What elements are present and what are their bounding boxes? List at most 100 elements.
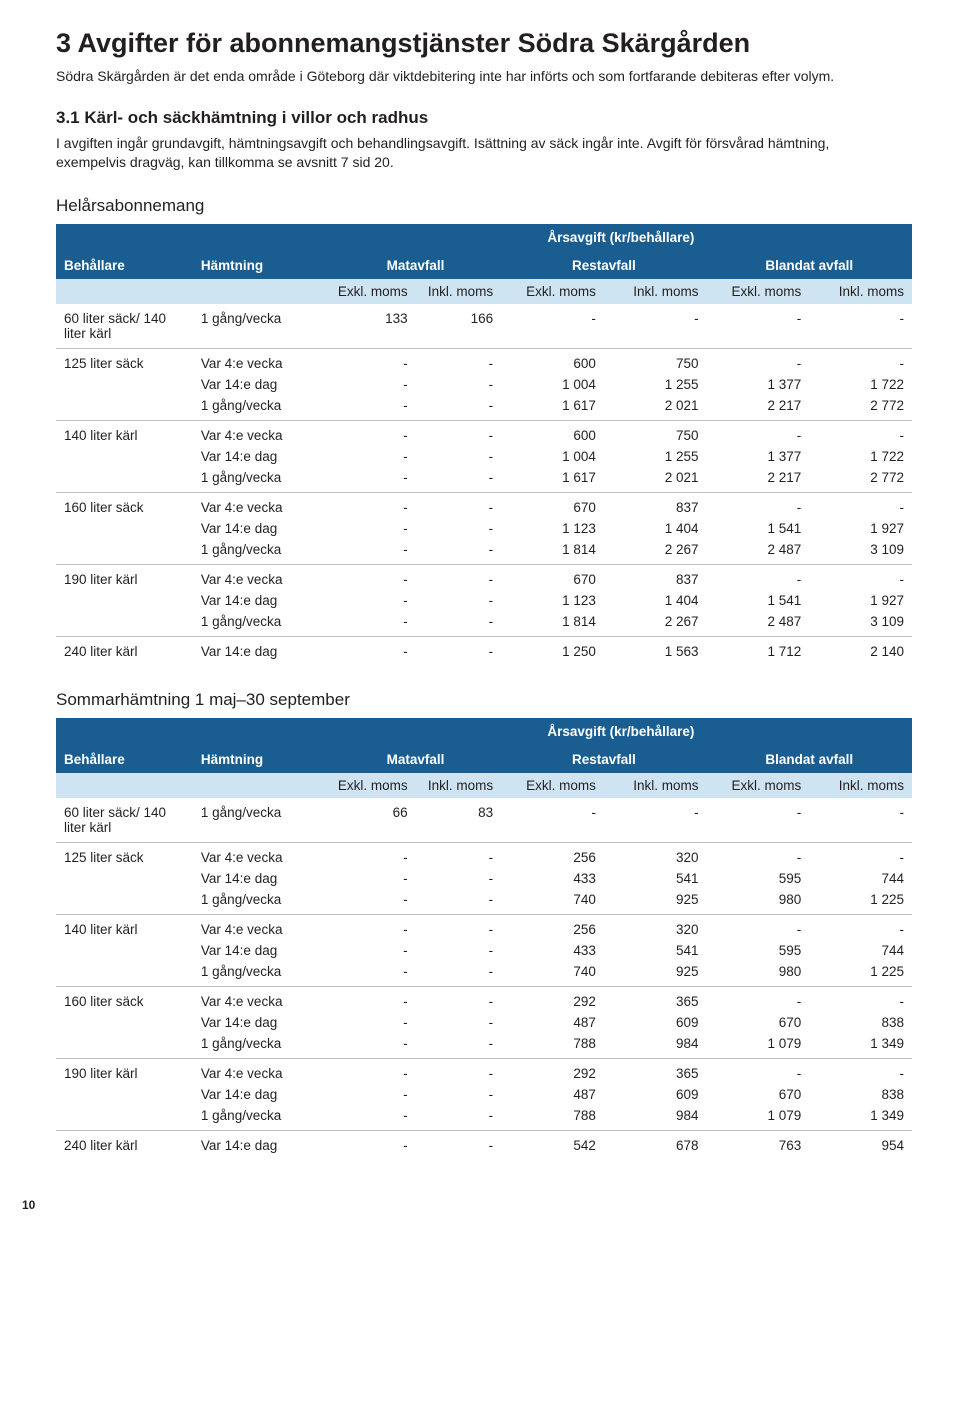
col-inkl: Inkl. moms [809,773,912,798]
cell-value: 320 [604,842,707,868]
cell-value: - [330,446,416,467]
cell-value: - [330,1012,416,1033]
table-row: 190 liter kärlVar 4:e vecka--292365-- [56,1058,912,1084]
cell-value: 1 225 [809,961,912,987]
cell-value: - [416,539,502,565]
cell-value: 1 225 [809,889,912,915]
cell-hamtning: Var 14:e dag [193,1084,330,1105]
col-matavfall: Matavfall [330,251,501,279]
cell-value: 750 [604,420,707,446]
cell-value: - [330,868,416,889]
cell-hamtning: Var 4:e vecka [193,1058,330,1084]
cell-value: 166 [416,304,502,349]
cell-hamtning: Var 4:e vecka [193,420,330,446]
cell-behallare: 240 liter kärl [56,636,193,666]
cell-value: 1 814 [501,539,604,565]
cell-value: 1 250 [501,636,604,666]
cell-value: - [330,539,416,565]
cell-value: 3 109 [809,539,912,565]
cell-value: 1 255 [604,446,707,467]
cell-value: - [416,348,502,374]
cell-value: - [707,304,810,349]
table-row: 160 liter säckVar 4:e vecka--670837-- [56,492,912,518]
cell-hamtning: 1 gång/vecka [193,1033,330,1059]
cell-value: 541 [604,940,707,961]
cell-value: - [416,961,502,987]
cell-value: 292 [501,986,604,1012]
cell-hamtning: Var 14:e dag [193,518,330,539]
cell-value: 1 349 [809,1105,912,1131]
cell-value: - [707,348,810,374]
cell-value: 487 [501,1084,604,1105]
cell-value: - [416,1130,502,1160]
col-behallare: Behållare [56,251,193,279]
cell-hamtning: Var 14:e dag [193,868,330,889]
cell-value: 256 [501,842,604,868]
col-hamtning: Hämtning [193,745,330,773]
cell-value: - [809,420,912,446]
cell-value: - [809,304,912,349]
cell-value: 66 [330,798,416,843]
cell-value: 3 109 [809,611,912,637]
col-matavfall: Matavfall [330,745,501,773]
cell-value: 1 255 [604,374,707,395]
section-heading: 3.1 Kärl- och säckhämtning i villor och … [56,108,912,128]
cell-value: 670 [501,564,604,590]
cell-hamtning: Var 4:e vecka [193,564,330,590]
cell-hamtning: Var 4:e vecka [193,842,330,868]
cell-value: 542 [501,1130,604,1160]
cell-hamtning: Var 4:e vecka [193,986,330,1012]
cell-value: 365 [604,986,707,1012]
cell-value: - [809,798,912,843]
cell-value: - [809,914,912,940]
cell-hamtning: Var 14:e dag [193,446,330,467]
col-exkl: Exkl. moms [501,773,604,798]
cell-value: - [416,842,502,868]
cell-value: 750 [604,348,707,374]
cell-value: 670 [501,492,604,518]
cell-value: - [416,889,502,915]
cell-value: 2 140 [809,636,912,666]
col-restavfall: Restavfall [501,745,706,773]
cell-value: 1 123 [501,518,604,539]
cell-value: 365 [604,1058,707,1084]
cell-value: - [416,940,502,961]
cell-value: - [330,914,416,940]
cell-hamtning: 1 gång/vecka [193,611,330,637]
cell-value: - [330,1084,416,1105]
col-exkl: Exkl. moms [707,773,810,798]
cell-behallare: 190 liter kärl [56,1058,193,1130]
cell-value: - [330,1058,416,1084]
cell-value: - [416,395,502,421]
cell-value: - [501,304,604,349]
cell-value: - [707,492,810,518]
cell-value: 838 [809,1012,912,1033]
col-exkl: Exkl. moms [501,279,604,304]
cell-value: - [330,518,416,539]
cell-value: 788 [501,1033,604,1059]
cell-value: 595 [707,868,810,889]
cell-value: - [416,564,502,590]
cell-value: - [707,986,810,1012]
cell-value: 980 [707,889,810,915]
cell-value: 1 079 [707,1105,810,1131]
cell-value: 1 722 [809,374,912,395]
cell-hamtning: 1 gång/vecka [193,467,330,493]
cell-value: 1 617 [501,467,604,493]
cell-value: 1 349 [809,1033,912,1059]
cell-value: 83 [416,798,502,843]
cell-hamtning: Var 14:e dag [193,636,330,666]
cell-value: - [416,868,502,889]
cell-value: 600 [501,348,604,374]
cell-value: - [330,420,416,446]
cell-value: 1 377 [707,446,810,467]
cell-value: 1 404 [604,518,707,539]
cell-value: - [330,1033,416,1059]
cell-hamtning: Var 4:e vecka [193,492,330,518]
cell-value: 1 004 [501,446,604,467]
cell-value: 1 377 [707,374,810,395]
cell-hamtning: Var 14:e dag [193,1130,330,1160]
cell-value: - [330,590,416,611]
cell-value: - [416,1033,502,1059]
col-inkl: Inkl. moms [416,279,502,304]
